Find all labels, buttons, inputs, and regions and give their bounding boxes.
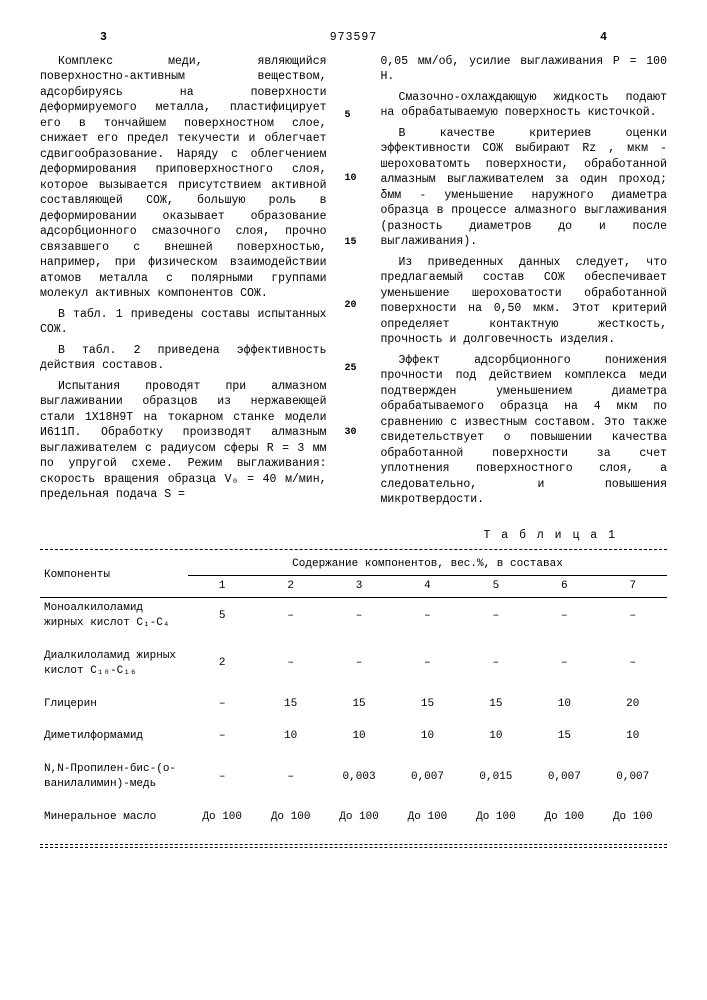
table-cell: – xyxy=(462,646,530,682)
table-cell: До 100 xyxy=(256,807,324,828)
table-cell: 10 xyxy=(599,726,667,747)
table-col-header: 5 xyxy=(462,576,530,598)
table-cell: 15 xyxy=(530,726,598,747)
table-cell: – xyxy=(393,598,461,634)
table-col-header: 7 xyxy=(599,576,667,598)
table-body: Моноалкилоламид жирных кислот C₁-C₄5––––… xyxy=(40,598,667,840)
table-cell: – xyxy=(188,726,256,747)
table-cell: – xyxy=(599,646,667,682)
table-footer-rule xyxy=(40,847,667,848)
table-col-header: 1 xyxy=(188,576,256,598)
line-marker: 15 xyxy=(345,236,357,250)
table-col-header: 4 xyxy=(393,576,461,598)
table-row-label: N,N-Пропилен-бис-(о-ванилалимин)-медь xyxy=(40,759,188,795)
table-cell: До 100 xyxy=(530,807,598,828)
paragraph: Смазочно-охлаждающую жидкость подают на … xyxy=(381,90,668,121)
left-column: Комплекс меди, являющийся поверхностно-а… xyxy=(40,54,327,513)
table-cell: – xyxy=(256,646,324,682)
table-cell: 15 xyxy=(462,694,530,715)
table-row: Минеральное маслоДо 100До 100До 100До 10… xyxy=(40,807,667,828)
table-cell: – xyxy=(530,646,598,682)
table-cell: – xyxy=(325,598,393,634)
table-cell: До 100 xyxy=(325,807,393,828)
table-cell: 0,003 xyxy=(325,759,393,795)
table-cell: 0,007 xyxy=(393,759,461,795)
page-header: 3 973597 4 xyxy=(40,30,667,46)
table-header: Компоненты xyxy=(40,554,188,597)
table-row: Моноалкилоламид жирных кислот C₁-C₄5––––… xyxy=(40,598,667,634)
table-cell: – xyxy=(530,598,598,634)
paragraph: 0,05 мм/об, усилие выглаживания P = 100 … xyxy=(381,54,668,85)
table-cell: 0,007 xyxy=(530,759,598,795)
table-cell: 0,007 xyxy=(599,759,667,795)
table-cell: 10 xyxy=(325,726,393,747)
table-cell: До 100 xyxy=(393,807,461,828)
table-cell: – xyxy=(393,646,461,682)
table-cell: – xyxy=(599,598,667,634)
line-marker: 25 xyxy=(345,362,357,376)
table-cell: 0,015 xyxy=(462,759,530,795)
table-row-label: Минеральное масло xyxy=(40,807,188,828)
table-cell: 10 xyxy=(462,726,530,747)
table-cell: До 100 xyxy=(462,807,530,828)
table-col-header: 2 xyxy=(256,576,324,598)
document-number: 973597 xyxy=(330,30,377,46)
line-marker: 20 xyxy=(345,299,357,313)
table-row: Диалкилоламид жирных кислот C₁₀-C₁₆2––––… xyxy=(40,646,667,682)
table-col-header: 6 xyxy=(530,576,598,598)
line-number-gutter: 5 10 15 20 25 30 xyxy=(345,54,363,513)
table-cell: 5 xyxy=(188,598,256,634)
paragraph: Комплекс меди, являющийся поверхностно-а… xyxy=(40,54,327,302)
page-number-left: 3 xyxy=(100,30,107,46)
text-columns: Комплекс меди, являющийся поверхностно-а… xyxy=(40,54,667,513)
table-cell: До 100 xyxy=(599,807,667,828)
table-row-label: Диметилформамид xyxy=(40,726,188,747)
paragraph: В табл. 1 приведены составы испытанных С… xyxy=(40,307,327,338)
table-cell: 10 xyxy=(393,726,461,747)
table-cell: – xyxy=(188,694,256,715)
table-cell: – xyxy=(256,759,324,795)
paragraph: Эффект адсорбционного понижения прочност… xyxy=(381,353,668,508)
table-header-group: Содержание компонентов, вес.%, в состава… xyxy=(188,554,667,575)
table-row-label: Моноалкилоламид жирных кислот C₁-C₄ xyxy=(40,598,188,634)
table-row-label: Диалкилоламид жирных кислот C₁₀-C₁₆ xyxy=(40,646,188,682)
paragraph: Испытания проводят при алмазном выглажив… xyxy=(40,379,327,503)
line-marker: 5 xyxy=(345,109,351,123)
table-cell: До 100 xyxy=(188,807,256,828)
table-cell: 10 xyxy=(256,726,324,747)
composition-table: Компоненты Содержание компонентов, вес.%… xyxy=(40,554,667,839)
line-marker: 30 xyxy=(345,426,357,440)
table-row: N,N-Пропилен-бис-(о-ванилалимин)-медь––0… xyxy=(40,759,667,795)
table-caption: Т а б л и ц а 1 xyxy=(40,528,667,544)
table-row: Диметилформамид–101010101510 xyxy=(40,726,667,747)
table-row-label: Глицерин xyxy=(40,694,188,715)
table-cell: 15 xyxy=(393,694,461,715)
table-cell: 10 xyxy=(530,694,598,715)
table-container: Компоненты Содержание компонентов, вес.%… xyxy=(40,549,667,844)
table-cell: 15 xyxy=(256,694,324,715)
table-cell: 20 xyxy=(599,694,667,715)
table-cell: 2 xyxy=(188,646,256,682)
table-col-header: 3 xyxy=(325,576,393,598)
paragraph: В качестве критериев оценки эффективност… xyxy=(381,126,668,250)
paragraph: Из приведенных данных следует, что предл… xyxy=(381,255,668,348)
table-cell: 15 xyxy=(325,694,393,715)
table-cell: – xyxy=(325,646,393,682)
table-cell: – xyxy=(256,598,324,634)
paragraph: В табл. 2 приведена эффективность действ… xyxy=(40,343,327,374)
table-row: Глицерин–151515151020 xyxy=(40,694,667,715)
table-cell: – xyxy=(462,598,530,634)
table-cell: – xyxy=(188,759,256,795)
line-marker: 10 xyxy=(345,172,357,186)
right-column: 0,05 мм/об, усилие выглаживания P = 100 … xyxy=(381,54,668,513)
page-number-right: 4 xyxy=(600,30,607,46)
